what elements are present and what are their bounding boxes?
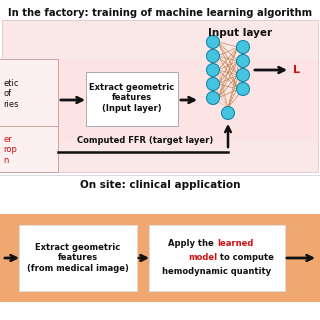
Text: Input layer: Input layer (208, 28, 272, 38)
Circle shape (236, 68, 250, 82)
Text: er
rop
n: er rop n (3, 135, 17, 165)
FancyBboxPatch shape (0, 214, 320, 302)
Text: model: model (188, 253, 217, 262)
Circle shape (206, 50, 220, 62)
FancyBboxPatch shape (0, 59, 58, 129)
Text: Extract geometric
features
(from medical image): Extract geometric features (from medical… (27, 243, 129, 273)
Text: L: L (293, 65, 300, 75)
FancyBboxPatch shape (86, 72, 178, 126)
Circle shape (221, 107, 235, 119)
Circle shape (206, 77, 220, 91)
Text: Apply the: Apply the (168, 239, 217, 249)
FancyBboxPatch shape (0, 126, 58, 172)
Circle shape (206, 36, 220, 49)
Circle shape (236, 83, 250, 95)
Text: Computed FFR (target layer): Computed FFR (target layer) (77, 136, 213, 145)
Text: In the factory: training of machine learning algorithm: In the factory: training of machine lear… (8, 8, 312, 18)
Text: On site: clinical application: On site: clinical application (80, 180, 240, 190)
Text: etic
of
ries: etic of ries (3, 79, 19, 109)
Circle shape (206, 92, 220, 105)
Text: Extract geometric
features
(Input layer): Extract geometric features (Input layer) (89, 83, 175, 113)
Text: hemodynamic quantity: hemodynamic quantity (163, 268, 272, 276)
FancyBboxPatch shape (2, 60, 318, 142)
FancyBboxPatch shape (19, 225, 137, 291)
FancyBboxPatch shape (2, 20, 318, 172)
FancyBboxPatch shape (0, 175, 320, 320)
FancyBboxPatch shape (149, 225, 285, 291)
Text: learned: learned (217, 239, 253, 249)
Text: to compute: to compute (217, 253, 274, 262)
Circle shape (236, 41, 250, 53)
Circle shape (236, 54, 250, 68)
Circle shape (206, 63, 220, 76)
